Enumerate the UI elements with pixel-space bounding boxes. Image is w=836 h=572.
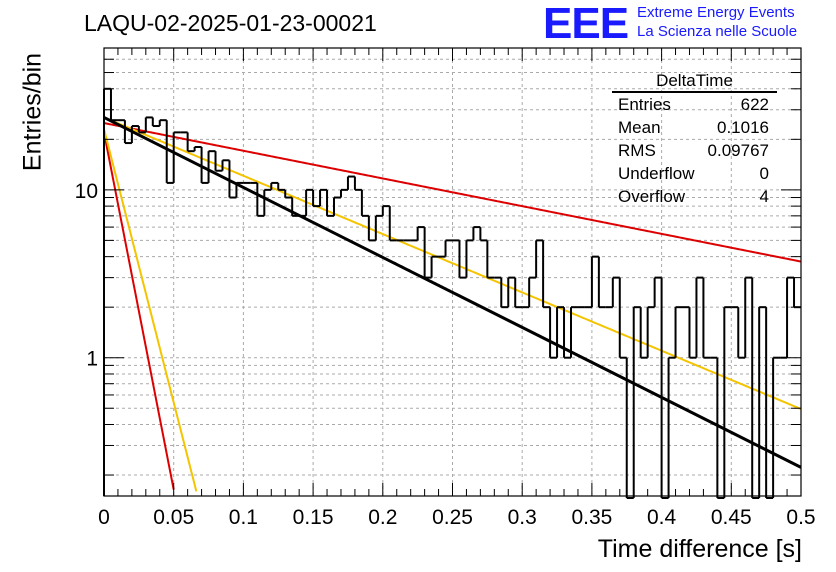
eee-logo: EEE xyxy=(543,0,629,48)
x-tick-label: 0.45 xyxy=(711,506,752,529)
stats-row-entries: Entries 622 xyxy=(612,93,777,116)
y-tick-label: 10 xyxy=(75,180,98,203)
y-axis-label: Entries/bin xyxy=(18,52,47,172)
axis-ticks xyxy=(103,47,802,496)
stats-label: Underflow xyxy=(618,164,695,183)
stats-label: Overflow xyxy=(618,187,686,206)
stats-value: 0.1016 xyxy=(717,118,769,137)
x-tick-label: 0.1 xyxy=(229,506,258,529)
y-tick-label: 1 xyxy=(86,348,98,371)
eee-logo-line2: La Scienza nelle Scuole xyxy=(637,23,798,40)
eee-logo-line1: Extreme Energy Events xyxy=(637,4,795,21)
black-fit-curve xyxy=(103,116,802,469)
stats-row-underflow: Underflow 0 xyxy=(612,162,777,185)
stats-value: 0.09767 xyxy=(707,141,769,160)
stats-box: DeltaTime Entries 622 Mean 0.1016 RMS 0.… xyxy=(612,71,777,208)
x-tick-label: 0.15 xyxy=(293,506,334,529)
stats-row-rms: RMS 0.09767 xyxy=(612,139,777,162)
red-fit-curve xyxy=(103,132,175,490)
stats-label: RMS xyxy=(618,141,656,160)
red-fit-curve xyxy=(103,122,802,263)
x-tick-label: 0 xyxy=(98,506,110,529)
x-tick-label: 0.5 xyxy=(786,506,815,529)
x-tick-label: 0.35 xyxy=(571,506,612,529)
stats-value: 0 xyxy=(759,164,769,183)
yellow-fit-curve xyxy=(103,116,802,410)
stats-value: 622 xyxy=(740,95,769,114)
yellow-fit-curve xyxy=(103,128,198,492)
stats-title: DeltaTime xyxy=(612,71,777,93)
stats-row-mean: Mean 0.1016 xyxy=(612,116,777,139)
x-tick-label: 0.2 xyxy=(368,506,397,529)
x-axis-label: Time difference [s] xyxy=(597,535,802,563)
stats-label: Mean xyxy=(618,118,661,137)
axis-tick-labels: 0 0.05 0.1 0.15 0.2 0.25 0.3 0.35 0.4 0.45 0.5 1 10 xyxy=(75,180,816,529)
x-tick-label: 0.4 xyxy=(647,506,677,529)
fit-curves xyxy=(103,116,802,492)
stats-label: Entries xyxy=(618,95,671,114)
x-tick-label: 0.3 xyxy=(508,506,537,529)
x-tick-label: 0.05 xyxy=(153,506,194,529)
x-tick-label: 0.25 xyxy=(432,506,473,529)
eee-logo-text: Extreme Energy Events La Scienza nelle S… xyxy=(637,3,797,41)
stats-row-overflow: Overflow 4 xyxy=(612,185,777,208)
stats-value: 4 xyxy=(759,187,769,206)
run-title: LAQU-02-2025-01-23-00021 xyxy=(84,10,377,36)
